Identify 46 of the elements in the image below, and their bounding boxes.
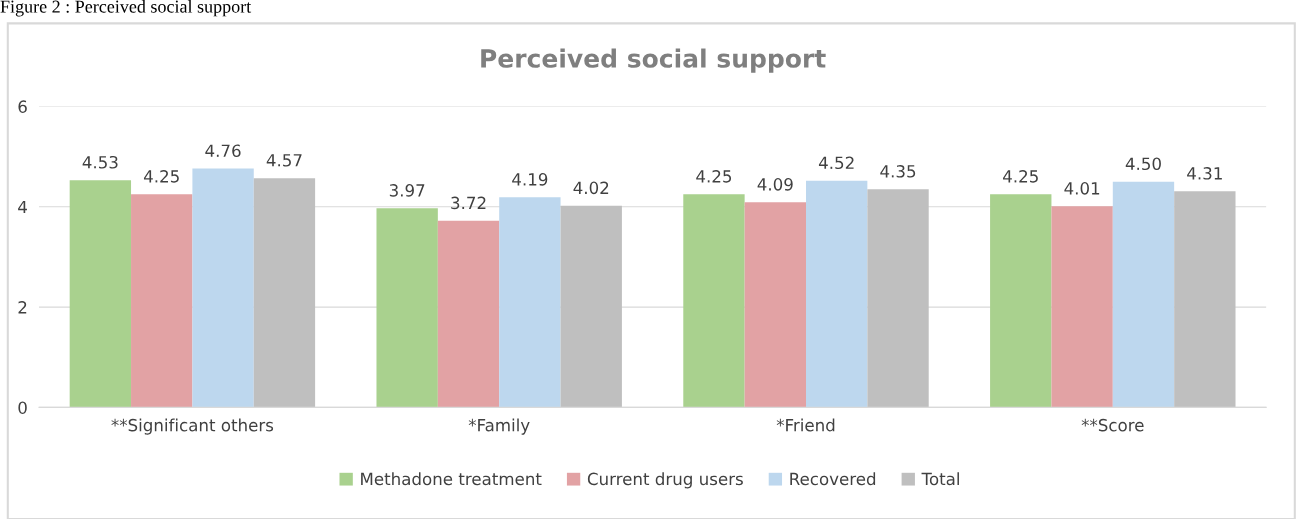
legend-label: Total	[921, 472, 959, 486]
x-tick-label: **Score	[1081, 418, 1144, 432]
bar	[744, 202, 806, 408]
bar	[69, 180, 132, 408]
text: 4.25	[143, 170, 179, 183]
text: 4.52	[818, 156, 854, 170]
text: 3.97	[389, 184, 425, 197]
text: 4.25	[1003, 170, 1038, 183]
legend-label: Current drug users	[587, 472, 743, 489]
x-tick-label: **Significant others	[111, 418, 274, 435]
text: 4.57	[266, 154, 302, 167]
x-tick-label: *Friend	[776, 418, 835, 432]
text: 4.25	[696, 170, 732, 183]
bar	[990, 194, 1052, 408]
bar	[806, 180, 868, 408]
legend-label: Recovered	[790, 472, 876, 486]
legend-label: Methadone treatment	[361, 472, 542, 486]
y-tick-label: 6	[18, 100, 27, 113]
text: 4.35	[880, 165, 916, 178]
bar	[253, 178, 316, 408]
caption: Figure 2 : Perceived social support	[0, 0, 252, 17]
bar	[499, 197, 561, 408]
y-tick-label: 4	[18, 200, 27, 214]
bar	[437, 220, 500, 408]
text: 3.72	[451, 196, 486, 210]
y-tick-label: 0	[18, 401, 27, 414]
text: 4.09	[757, 178, 793, 191]
bar	[683, 194, 745, 408]
bar	[867, 189, 929, 408]
text: 4.02	[573, 181, 609, 195]
bar	[560, 205, 622, 408]
text: 4.50	[1125, 157, 1161, 171]
bar	[1051, 206, 1113, 408]
chart-title: Perceived social support	[481, 48, 826, 73]
y-tick-label: 2	[18, 301, 27, 314]
bar	[192, 168, 254, 408]
text: 4.31	[1187, 167, 1222, 180]
text: 4.53	[82, 155, 118, 169]
bar	[131, 194, 193, 408]
bar	[376, 208, 438, 408]
text: 4.01	[1064, 182, 1100, 195]
x-tick-label: *Family	[468, 418, 530, 435]
bar	[1174, 191, 1236, 408]
bar	[1112, 181, 1175, 408]
text: 4.76	[205, 144, 241, 158]
text: 4.19	[512, 173, 548, 186]
